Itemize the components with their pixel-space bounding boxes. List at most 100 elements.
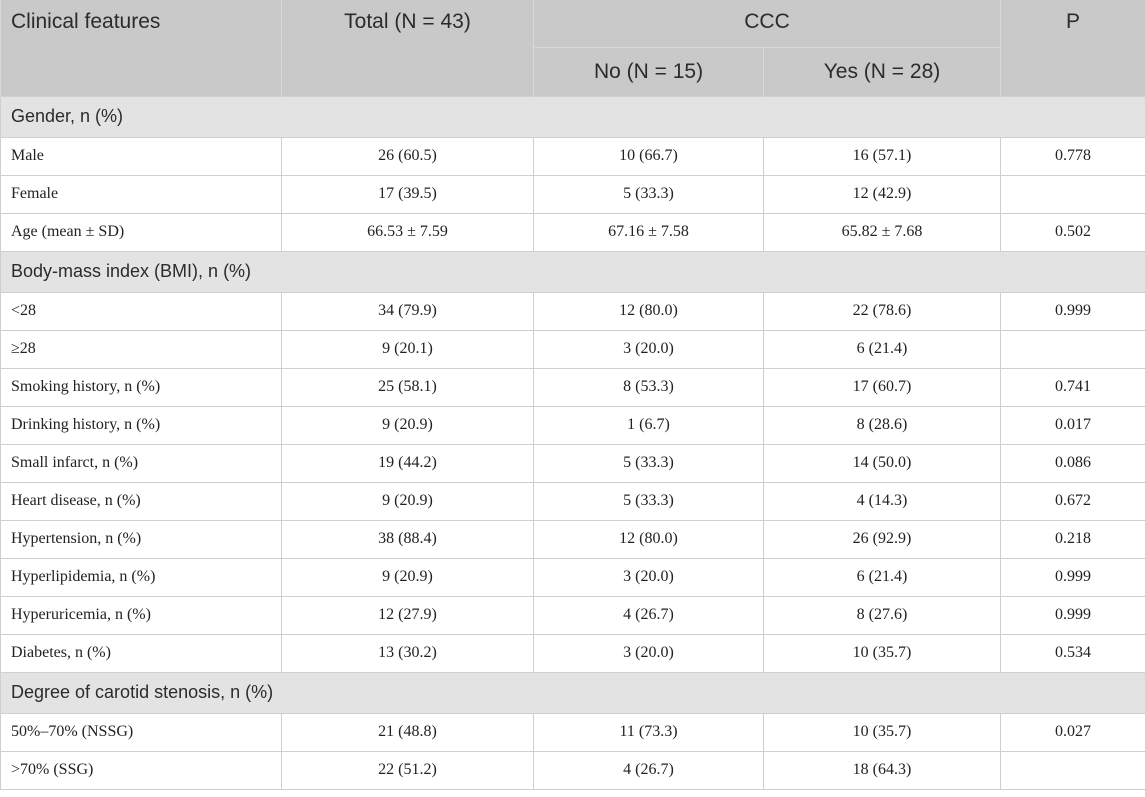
p-value-cell: 0.741 — [1000, 367, 1145, 407]
total-cell: 22 (51.2) — [281, 750, 534, 790]
ccc-no-cell: 8 (53.3) — [533, 367, 764, 407]
ccc-no-cell: 4 (26.7) — [533, 750, 764, 790]
p-value-cell: 0.534 — [1000, 633, 1145, 673]
section-row: Gender, n (%) — [0, 95, 1145, 138]
p-value-cell — [1000, 750, 1145, 790]
total-cell: 17 (39.5) — [281, 174, 534, 214]
feature-label: 50%–70% (NSSG) — [0, 712, 282, 752]
ccc-no-cell: 12 (80.0) — [533, 291, 764, 331]
ccc-yes-cell: 18 (64.3) — [763, 750, 1001, 790]
total-cell: 9 (20.9) — [281, 481, 534, 521]
feature-label: Drinking history, n (%) — [0, 405, 282, 445]
total-cell: 34 (79.9) — [281, 291, 534, 331]
total-cell: 9 (20.9) — [281, 557, 534, 597]
feature-label: Small infarct, n (%) — [0, 443, 282, 483]
total-cell: 26 (60.5) — [281, 136, 534, 176]
feature-label: Hyperlipidemia, n (%) — [0, 557, 282, 597]
table-row: Hyperuricemia, n (%) 12 (27.9) 4 (26.7) 8 (… — [0, 595, 1145, 635]
ccc-no-cell: 5 (33.3) — [533, 443, 764, 483]
p-value-cell: 0.086 — [1000, 443, 1145, 483]
p-value-cell: 0.778 — [1000, 136, 1145, 176]
ccc-yes-cell: 12 (42.9) — [763, 174, 1001, 214]
p-value-cell: 0.999 — [1000, 557, 1145, 597]
p-value-cell: 0.027 — [1000, 712, 1145, 752]
ccc-yes-cell: 14 (50.0) — [763, 443, 1001, 483]
header-ccc-no: No (N = 15) — [533, 46, 764, 96]
p-value-cell: 0.672 — [1000, 481, 1145, 521]
ccc-yes-cell: 26 (92.9) — [763, 519, 1001, 559]
section-row: Degree of carotid stenosis, n (%) — [0, 671, 1145, 714]
total-cell: 9 (20.1) — [281, 329, 534, 369]
p-value-cell: 0.999 — [1000, 291, 1145, 331]
ccc-no-cell: 3 (20.0) — [533, 557, 764, 597]
total-cell: 38 (88.4) — [281, 519, 534, 559]
feature-label: Female — [0, 174, 282, 214]
table-row: Heart disease, n (%) 9 (20.9) 5 (33.3) 4 (1… — [0, 481, 1145, 521]
ccc-yes-cell: 8 (27.6) — [763, 595, 1001, 635]
ccc-no-cell: 12 (80.0) — [533, 519, 764, 559]
header-clinical-features: Clinical features — [0, 0, 282, 96]
header-ccc: CCC — [533, 0, 1001, 47]
table-row: Hyperlipidemia, n (%) 9 (20.9) 3 (20.0) 6 (… — [0, 557, 1145, 597]
table-row: Drinking history, n (%) 9 (20.9) 1 (6.7) 8 … — [0, 405, 1145, 445]
ccc-yes-cell: 6 (21.4) — [763, 329, 1001, 369]
table-row: Smoking history, n (%) 25 (58.1) 8 (53.3) 1… — [0, 367, 1145, 407]
total-cell: 9 (20.9) — [281, 405, 534, 445]
header-total: Total (N = 43) — [281, 0, 534, 96]
total-cell: 13 (30.2) — [281, 633, 534, 673]
table-row: Diabetes, n (%) 13 (30.2) 3 (20.0) 10 (35.7… — [0, 633, 1145, 673]
feature-label: Male — [0, 136, 282, 176]
ccc-yes-cell: 17 (60.7) — [763, 367, 1001, 407]
ccc-no-cell: 10 (66.7) — [533, 136, 764, 176]
ccc-yes-cell: 8 (28.6) — [763, 405, 1001, 445]
ccc-no-cell: 4 (26.7) — [533, 595, 764, 635]
feature-label: Hyperuricemia, n (%) — [0, 595, 282, 635]
p-value-cell: 0.218 — [1000, 519, 1145, 559]
ccc-no-cell: 3 (20.0) — [533, 633, 764, 673]
table-row: 50%–70% (NSSG) 21 (48.8) 11 (73.3) 10 (35.7… — [0, 712, 1145, 752]
ccc-yes-cell: 10 (35.7) — [763, 633, 1001, 673]
feature-label: Heart disease, n (%) — [0, 481, 282, 521]
ccc-yes-cell: 22 (78.6) — [763, 291, 1001, 331]
header-p: P — [1000, 0, 1145, 96]
ccc-no-cell: 11 (73.3) — [533, 712, 764, 752]
total-cell: 21 (48.8) — [281, 712, 534, 752]
table-body: Gender, n (%) Male 26 (60.5) 10 (66.7) 16 (5… — [0, 95, 1145, 790]
total-cell: 19 (44.2) — [281, 443, 534, 483]
p-value-cell — [1000, 174, 1145, 214]
section-heading: Body-mass index (BMI), n (%) — [0, 250, 1145, 293]
total-cell: 66.53 ± 7.59 — [281, 212, 534, 252]
table-row: Female 17 (39.5) 5 (33.3) 12 (42.9) — [0, 174, 1145, 214]
section-row: Body-mass index (BMI), n (%) — [0, 250, 1145, 293]
ccc-no-cell: 3 (20.0) — [533, 329, 764, 369]
ccc-no-cell: 67.16 ± 7.58 — [533, 212, 764, 252]
ccc-no-cell: 1 (6.7) — [533, 405, 764, 445]
ccc-no-cell: 5 (33.3) — [533, 481, 764, 521]
ccc-yes-cell: 16 (57.1) — [763, 136, 1001, 176]
ccc-yes-cell: 10 (35.7) — [763, 712, 1001, 752]
section-heading: Gender, n (%) — [0, 95, 1145, 138]
ccc-yes-cell: 6 (21.4) — [763, 557, 1001, 597]
table-header: Clinical features Total (N = 43) CCC P N… — [0, 0, 1145, 96]
feature-label: >70% (SSG) — [0, 750, 282, 790]
feature-label: Hypertension, n (%) — [0, 519, 282, 559]
ccc-yes-cell: 65.82 ± 7.68 — [763, 212, 1001, 252]
feature-label: <28 — [0, 291, 282, 331]
table-row: >70% (SSG) 22 (51.2) 4 (26.7) 18 (64.3) — [0, 750, 1145, 790]
p-value-cell: 0.502 — [1000, 212, 1145, 252]
table-row: Male 26 (60.5) 10 (66.7) 16 (57.1) 0.778 — [0, 136, 1145, 176]
table-row: ≥28 9 (20.1) 3 (20.0) 6 (21.4) — [0, 329, 1145, 369]
feature-label: Smoking history, n (%) — [0, 367, 282, 407]
total-cell: 12 (27.9) — [281, 595, 534, 635]
ccc-yes-cell: 4 (14.3) — [763, 481, 1001, 521]
table-row: <28 34 (79.9) 12 (80.0) 22 (78.6) 0.999 — [0, 291, 1145, 331]
feature-label: Diabetes, n (%) — [0, 633, 282, 673]
p-value-cell — [1000, 329, 1145, 369]
table-row: Age (mean ± SD) 66.53 ± 7.59 67.16 ± 7.58 6… — [0, 212, 1145, 252]
ccc-no-cell: 5 (33.3) — [533, 174, 764, 214]
header-ccc-yes: Yes (N = 28) — [763, 46, 1001, 96]
feature-label: ≥28 — [0, 329, 282, 369]
table-row: Small infarct, n (%) 19 (44.2) 5 (33.3) 14 … — [0, 443, 1145, 483]
table-row: Hypertension, n (%) 38 (88.4) 12 (80.0) 26 … — [0, 519, 1145, 559]
